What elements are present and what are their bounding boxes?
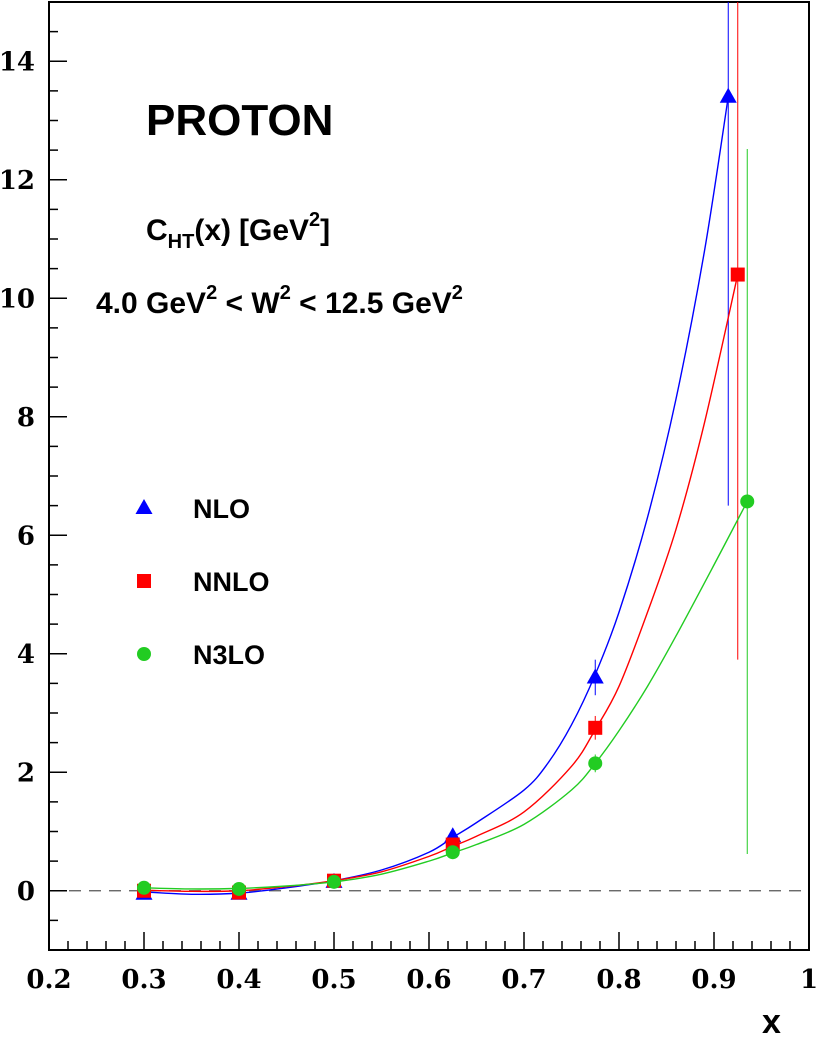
- range-part-c: < 12.5 GeV: [291, 287, 452, 320]
- quantity-sub: HT: [168, 231, 195, 253]
- nlo-point: [719, 87, 737, 103]
- chart-title: PROTON: [146, 96, 333, 145]
- range-part-c-sup: 2: [452, 282, 463, 304]
- n3lo-curve: [143, 501, 748, 890]
- y-tick-label: 10: [0, 284, 35, 314]
- x-tick-label: 1: [800, 965, 817, 995]
- nlo-point: [586, 668, 604, 684]
- n3lo-point: [232, 881, 246, 896]
- n3lo-point: [327, 874, 341, 889]
- quantity-unit-sup: 2: [309, 209, 320, 231]
- quantity-annotation: CHT(x) [GeV2]: [146, 209, 330, 253]
- n3lo-point: [137, 880, 151, 895]
- x-tick-label: 0.6: [406, 965, 451, 995]
- legend-marker-n3lo: [137, 647, 151, 661]
- plot-area: [135, 2, 755, 900]
- nlo-curve: [143, 96, 729, 896]
- x-tick-label: 0.7: [501, 965, 546, 995]
- y-tick-label: 8: [17, 403, 35, 433]
- range-part-b: < W: [217, 287, 280, 320]
- n3lo-point: [740, 494, 755, 509]
- legend-label-nnlo: NNLO: [193, 567, 270, 597]
- x-tick-label: 0.9: [691, 965, 736, 995]
- range-annotation: 4.0 GeV2 < W2 < 12.5 GeV2: [96, 282, 463, 320]
- x-tick-label: 0.2: [26, 965, 71, 995]
- x-axis-label: x: [762, 1003, 781, 1037]
- nnlo-point: [730, 267, 745, 282]
- n3lo-point: [588, 756, 603, 771]
- y-tick-label: 2: [17, 758, 35, 788]
- n3lo-point: [445, 845, 460, 860]
- range-part-a-sup: 2: [206, 282, 217, 304]
- range-part-a: 4.0 GeV: [96, 287, 206, 320]
- y-tick-label: 4: [17, 640, 35, 670]
- x-tick-label: 0.5: [311, 965, 356, 995]
- legend-marker-nnlo: [137, 574, 151, 588]
- legend-label-nlo: NLO: [193, 494, 250, 524]
- x-tick-label: 0.4: [216, 965, 261, 995]
- y-tick-label: 14: [0, 47, 35, 77]
- quantity-main: C: [146, 214, 168, 247]
- legend-label-n3lo: N3LO: [193, 640, 265, 670]
- quantity-unit-open: [GeV: [239, 214, 309, 247]
- quantity-unit-close: ]: [320, 214, 330, 247]
- legend-marker-nlo: [135, 499, 153, 514]
- annotations: PROTON CHT(x) [GeV2] 4.0 GeV2 < W2 < 12.5…: [96, 96, 781, 1037]
- y-tick-label: 12: [0, 166, 35, 196]
- quantity-arg: (x): [194, 214, 231, 247]
- y-tick-label: 0: [17, 877, 35, 907]
- nnlo-point: [588, 720, 603, 735]
- range-part-b-sup: 2: [280, 282, 291, 304]
- x-tick-label: 0.3: [121, 965, 166, 995]
- legend: NLO NNLO N3LO: [135, 494, 270, 670]
- x-tick-label: 0.8: [596, 965, 641, 995]
- series-n3lo: [137, 148, 755, 896]
- y-tick-label: 6: [17, 521, 35, 551]
